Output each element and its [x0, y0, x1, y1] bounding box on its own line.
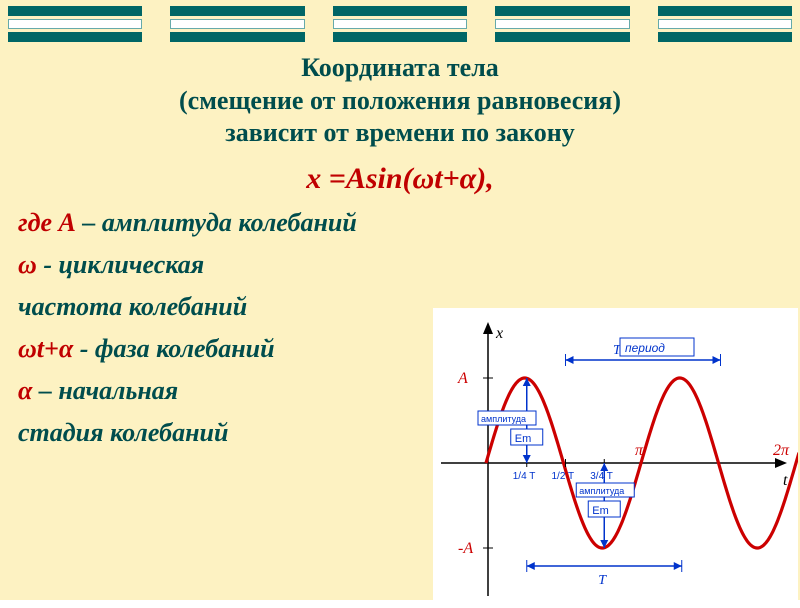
lead: ωt+α	[18, 334, 73, 363]
svg-text:Em: Em	[592, 505, 609, 517]
svg-text:-A: -A	[458, 540, 473, 557]
bar-seg	[495, 6, 629, 16]
bar-seg	[8, 6, 142, 16]
rest: - фаза колебаний	[73, 334, 274, 363]
bar-row-top	[8, 6, 792, 16]
bar-seg	[333, 32, 467, 42]
bar-seg	[658, 6, 792, 16]
svg-text:A: A	[457, 370, 468, 387]
svg-text:x: x	[495, 325, 503, 342]
sine-diagram: xtA-A1/4 T1/2 T3/4 Tπ2πTпериодTамплитуда…	[433, 308, 798, 608]
def-line: ω - циклическая	[18, 250, 438, 280]
decorative-bars	[0, 0, 800, 50]
svg-text:амплитуда: амплитуда	[481, 414, 526, 424]
bar-seg	[170, 32, 304, 42]
title-block: Координата тела (смещение от положения р…	[18, 52, 782, 150]
def-line: α – начальная	[18, 376, 438, 406]
rest: – начальная	[32, 376, 178, 405]
lead: ω	[18, 250, 37, 279]
bar-seg	[8, 19, 142, 29]
svg-text:период: период	[625, 341, 665, 355]
def-line: частота колебаний	[18, 292, 438, 322]
lead: α	[18, 376, 32, 405]
title-line-1: Координата тела	[18, 52, 782, 85]
bar-seg	[658, 32, 792, 42]
rest: - циклическая	[37, 250, 204, 279]
svg-text:2π: 2π	[773, 442, 790, 459]
svg-text:T: T	[598, 573, 607, 588]
body-left: где А – амплитуда колебаний ω - цикличес…	[18, 208, 438, 448]
svg-text:1/4 T: 1/4 T	[513, 471, 536, 482]
rest: – амплитуда колебаний	[76, 208, 357, 237]
formula: х =Аsin(ωt+α),	[18, 162, 782, 196]
def-line: стадия колебаний	[18, 418, 438, 448]
svg-text:π: π	[635, 442, 644, 459]
bar-seg	[495, 32, 629, 42]
bar-seg	[658, 19, 792, 29]
bar-seg	[8, 32, 142, 42]
rest: стадия колебаний	[18, 418, 228, 447]
bar-seg	[333, 6, 467, 16]
bar-row-bot	[8, 32, 792, 42]
bar-seg	[333, 19, 467, 29]
svg-text:амплитуда: амплитуда	[579, 486, 624, 496]
rest: частота колебаний	[18, 292, 247, 321]
title-line-2: (смещение от положения равновесия)	[18, 85, 782, 118]
bar-seg	[170, 6, 304, 16]
slide-content: Координата тела (смещение от положения р…	[0, 50, 800, 600]
svg-text:t: t	[783, 472, 788, 489]
title-line-3: зависит от времени по закону	[18, 117, 782, 150]
lead: где А	[18, 208, 76, 237]
svg-text:Em: Em	[515, 433, 532, 445]
bar-seg	[170, 19, 304, 29]
def-line: ωt+α - фаза колебаний	[18, 334, 438, 364]
def-line: где А – амплитуда колебаний	[18, 208, 438, 238]
bar-seg	[495, 19, 629, 29]
svg-text:3/4 T: 3/4 T	[590, 471, 613, 482]
bar-row-mid	[8, 19, 792, 29]
svg-text:1/2 T: 1/2 T	[552, 471, 575, 482]
